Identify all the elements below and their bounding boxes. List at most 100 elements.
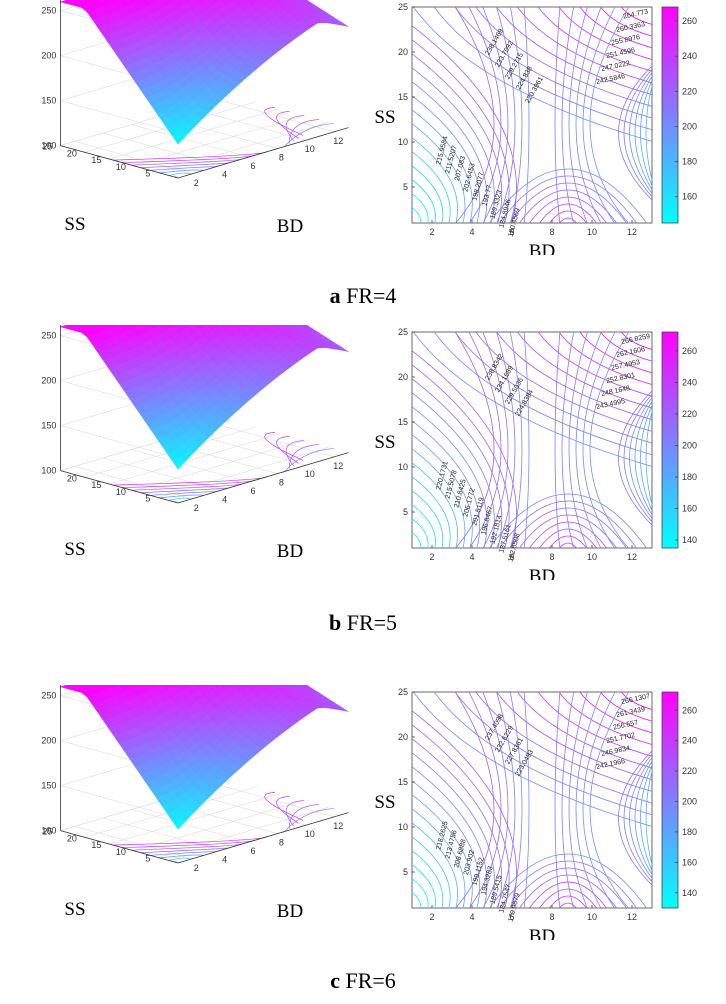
floor-contour: [264, 107, 304, 136]
floor-contour: [285, 800, 305, 827]
colorbar-tick-label: 260: [682, 346, 697, 356]
colorbar-tick-label: 240: [682, 377, 697, 387]
x-tick-label: 4: [469, 227, 474, 237]
contour-line: [496, 7, 516, 223]
contour-line: [509, 182, 627, 223]
y-tick-label: 20: [398, 372, 408, 382]
floor-contour: [264, 432, 304, 461]
y-tick-label: 20: [398, 47, 408, 57]
contour-line: [629, 397, 652, 519]
contour-line: [412, 137, 458, 223]
contour-line: [468, 7, 502, 223]
floor-grid-line: [133, 440, 305, 492]
y-tick-label: 10: [398, 137, 408, 147]
colorbar-tick-label: 140: [682, 888, 697, 898]
floor-contour: [276, 436, 299, 464]
y-axis-label: SS: [64, 899, 85, 920]
floor-contour: [150, 851, 217, 856]
x-tick-label: 10: [305, 829, 315, 839]
x-tick-label: 8: [549, 552, 554, 562]
contour-line: [412, 532, 422, 548]
y-tick-label: 15: [398, 417, 408, 427]
z-tick-label: 150: [41, 96, 56, 106]
y-axis-line: [60, 830, 179, 864]
contour-line: [620, 332, 652, 350]
x-axis-label: BD: [277, 541, 303, 562]
contour-line: [496, 332, 516, 548]
floor-grid-line: [102, 132, 221, 166]
z-tick-label: 150: [41, 421, 56, 431]
y-axis-label: SS: [64, 214, 85, 235]
contour-line: [582, 692, 616, 908]
colorbar-tick-label: 220: [682, 766, 697, 776]
contour-line: [412, 123, 466, 223]
contour-line: [454, 692, 652, 804]
contour-line: [509, 332, 523, 548]
floor-contour: [159, 169, 204, 174]
contour-line: [589, 692, 630, 908]
floor-contour: [276, 796, 299, 824]
surface-patch: [172, 131, 186, 145]
contour-line: [589, 7, 630, 223]
x-tick-label: 2: [429, 227, 434, 237]
floor-contour: [264, 792, 304, 821]
y-tick-label: 25: [42, 142, 52, 152]
y-tick-label: 15: [398, 777, 408, 787]
contour-line: [537, 332, 652, 397]
y-tick-label: 25: [42, 827, 52, 837]
y-axis-label: SS: [374, 432, 395, 453]
contour-line: [412, 794, 473, 908]
y-axis-line: [60, 470, 179, 504]
plot-area: [411, 331, 653, 549]
contour-line: [579, 332, 652, 374]
contour-line: [568, 332, 588, 548]
floor-contour: [284, 123, 334, 147]
contour-line: [412, 892, 422, 908]
contour-line: [509, 867, 627, 908]
contour-line: [549, 210, 587, 223]
contour-line: [412, 752, 495, 908]
floor-contour: [159, 854, 204, 859]
contour-line: [575, 7, 602, 223]
contour-line: [412, 420, 481, 548]
contour-line: [634, 400, 652, 516]
floor-grid-line: [109, 793, 280, 845]
contour-line: [496, 692, 516, 908]
wall-grid-line: [60, 100, 179, 134]
contour-line: [412, 504, 436, 548]
colorbar-tick-label: 160: [682, 504, 697, 514]
surface-patch: [101, 0, 110, 2]
z-tick-label: 200: [41, 736, 56, 746]
y-tick-label: 15: [91, 480, 101, 490]
colorbar-tick-label: 180: [682, 827, 697, 837]
floor-contour: [288, 804, 320, 829]
caption-text: FR=4: [346, 283, 397, 308]
contour-line: [412, 350, 517, 548]
contour-line: [623, 68, 652, 198]
x-tick-label: 6: [509, 227, 514, 237]
contour-line: [537, 692, 652, 757]
colorbar-tick-label: 160: [682, 192, 697, 202]
contour-line: [645, 84, 652, 182]
y-tick-label: 20: [398, 732, 408, 742]
z-tick-label: 150: [41, 781, 56, 791]
contour-line: [412, 67, 495, 223]
contour-line: [539, 528, 597, 548]
contour-plot-b: 266.8259262.1606257.4953252.8301248.1648…: [374, 327, 697, 580]
contour-plot-a: 264.773260.3363255.8976251.4596247.02222…: [374, 2, 697, 255]
colorbar: [661, 331, 679, 549]
x-tick-label: 4: [222, 494, 227, 504]
surface-patch: [69, 325, 78, 327]
contour-line: [629, 757, 652, 879]
contour-line: [412, 878, 429, 908]
contour-line: [475, 7, 652, 107]
contour-line: [412, 850, 444, 908]
contour-line: [433, 332, 652, 456]
contour-line: [539, 888, 597, 908]
contour-line: [558, 692, 652, 745]
floor-contour: [168, 172, 191, 176]
floor-grid-line: [216, 424, 335, 458]
contour-line: [468, 692, 502, 908]
y-tick-label: 5: [403, 867, 408, 877]
